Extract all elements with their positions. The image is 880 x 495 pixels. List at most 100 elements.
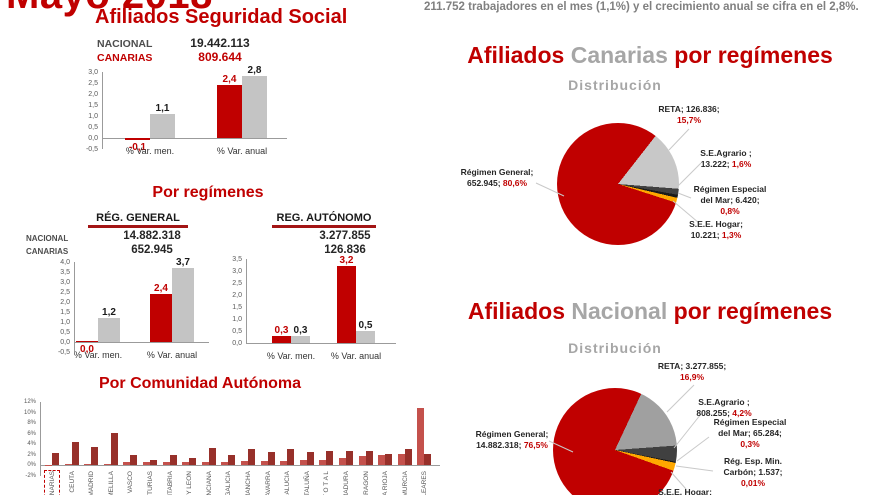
- reg-autonomo-header: REG. AUTÓNOMO: [272, 212, 376, 228]
- bar-value-label: 0,5: [358, 320, 373, 331]
- bar-canarias-1: [150, 294, 172, 342]
- bar-varmensual-1: [64, 464, 72, 466]
- y-tick-label: 0,5: [88, 124, 98, 131]
- y-tick-label: 6%: [27, 430, 36, 437]
- pie-label-pct: 1,3%: [721, 230, 742, 241]
- y-tick-label: 0,0: [88, 135, 98, 142]
- reg-autonomo-chart: 3,5 3,0 2,5 2,0 1,5 1,0 0,5 0,0 0,3 3,2 0,3 0,5 % Va…: [222, 255, 396, 438]
- legend-canarias-label: CANARIAS: [97, 52, 153, 64]
- bar-varmensual-2: [84, 463, 92, 466]
- y-tick-label: -2%: [25, 473, 36, 479]
- bar-varmensual-0: [45, 465, 52, 467]
- bar-varanual-11: [267, 452, 275, 466]
- ccaa-chart: 12% 10% 8% 6% 4% 2% 0% -2% CANARIAS CEUTA MADRID ME…: [20, 399, 440, 495]
- bar-value-label: 3,2: [339, 255, 354, 267]
- y-tick-label: 4%: [27, 441, 36, 448]
- category-label: % Var. anual: [216, 146, 268, 156]
- bar-canarias-1: [217, 85, 242, 138]
- pie-label-carbon-nacional: Rég. Esp. Min. Carbón; 1.537; 0,01%: [712, 456, 794, 489]
- reg-autonomo-canarias-value: 126.836: [324, 244, 366, 256]
- category-label: EXTREMADURA: [343, 471, 350, 495]
- pie-label-pct: 1,6%: [731, 159, 752, 170]
- legend-canarias-value: 809.644: [198, 50, 242, 64]
- bar-varmensual-3: [103, 463, 111, 466]
- total-variation-chart: 3,0 2,5 2,0 1,5 1,0 0,5 0,0 -0,5 -0,1 2,4 1,1 2,8 % …: [76, 65, 287, 244]
- bar-varmensual-13: [299, 460, 307, 466]
- y-tick-label: 3,0: [232, 268, 242, 275]
- y-tick-label: 10%: [23, 409, 36, 416]
- y-tick-label: 0%: [27, 462, 36, 469]
- title-part-regimenes: por regímenes: [667, 298, 833, 324]
- pie-label-pct: 0,3%: [740, 439, 760, 450]
- bar-varmensual-8: [201, 461, 209, 466]
- reg-general-legend-nacional: NACIONAL: [26, 234, 69, 243]
- pie-label-text: S.E.Agrario ;: [700, 148, 752, 158]
- pie-label-text: del Mar; 6.420;: [700, 195, 760, 206]
- y-tick-label: 3,0: [60, 279, 70, 286]
- pie-label-text: S.E.Agrario ;: [698, 397, 750, 407]
- pie-label-hogar-nacional: S.E.E. Hogar;: [640, 487, 730, 495]
- bar-varanual-5: [150, 459, 157, 466]
- y-tick-label: 0,5: [60, 329, 70, 336]
- y-tick-label: -0,5: [57, 349, 70, 356]
- bar-varmensual-19: [417, 408, 425, 466]
- legend-nacional-value: 19.442.113: [190, 36, 250, 50]
- bar-varanual-17: [385, 454, 393, 466]
- y-tick-label: 3,5: [232, 256, 242, 263]
- y-tick-label: 3,5: [60, 269, 70, 276]
- category-label: CANTABRIA: [166, 471, 174, 495]
- bar-varanual-1: [71, 441, 79, 466]
- bar-varmensual-4: [123, 462, 131, 466]
- bar-varmensual-6: [162, 461, 170, 466]
- category-label: VALENCIANA: [205, 471, 213, 495]
- bar-varanual-9: [228, 454, 236, 466]
- bar-varanual-14: [326, 450, 334, 466]
- title-part-afiliados: Afiliados: [467, 298, 572, 324]
- bar-nacional-0: [98, 318, 120, 342]
- month-title: Mayo 2018: [6, 0, 213, 18]
- x-axis-line: [246, 343, 396, 344]
- pie-label-pct: 0,8%: [720, 206, 740, 217]
- pie-label-mar-nacional: Régimen Especial del Mar; 65.284; 0,3%: [708, 417, 792, 450]
- pie-label-reta-canarias: RETA; 126.836; 15,7%: [645, 104, 733, 126]
- pie-label-text: 13.222;: [700, 159, 732, 170]
- bar-varanual-0: [52, 452, 59, 466]
- pie-label-reta-nacional: RETA; 3.277.855; 16,9%: [642, 361, 742, 383]
- bar-value-label: 1,2: [102, 307, 116, 318]
- y-tick-label: 12%: [23, 399, 36, 405]
- pie-label-text: Régimen General;: [475, 429, 549, 439]
- pie-label-general-nacional: Régimen General; 14.882.318; 76,5%: [466, 429, 558, 451]
- bar-varanual-10: [248, 448, 255, 466]
- pie-label-mar-canarias: Régimen Especial del Mar; 6.420; 0,8%: [690, 184, 770, 217]
- category-label: T O T A L: [323, 471, 331, 495]
- por-regimenes-title: Por regímenes: [152, 184, 264, 201]
- x-axis-line: [40, 465, 440, 467]
- page-title: Afiliados Seguridad Social: [95, 6, 348, 28]
- bar-varanual-8: [208, 447, 216, 466]
- bar-varmensual-15: [339, 458, 346, 466]
- pie-label-text: Régimen General;: [460, 167, 534, 177]
- bar-varanual-6: [169, 455, 177, 466]
- pie-label-text: Régimen Especial: [713, 417, 787, 427]
- category-label: CEUTA: [68, 471, 76, 493]
- bar-nacional-1: [356, 331, 375, 343]
- bar-varanual-3: [110, 432, 118, 466]
- bar-nacional-1: [242, 76, 267, 138]
- title-part-regimenes: por regímenes: [667, 42, 833, 68]
- bar-varmensual-9: [221, 461, 229, 466]
- distribucion-label-nacional: Distribución: [568, 340, 662, 356]
- pie-label-text: del Mar; 65.284;: [718, 428, 782, 439]
- y-tick-label: 0,0: [232, 340, 242, 347]
- category-label: GALICIA: [225, 471, 233, 495]
- bar-canarias-0: [272, 335, 291, 343]
- y-tick-label: 2,5: [232, 280, 242, 287]
- bar-value-label: 0,3: [274, 324, 289, 336]
- category-label: C. Y LEON: [186, 471, 194, 495]
- y-axis-line: [74, 262, 75, 352]
- y-axis-line: [40, 402, 41, 476]
- y-tick-label: 1,5: [88, 102, 98, 109]
- pie-label-pct: 4,2%: [732, 408, 752, 419]
- nacional-pie: [553, 388, 677, 495]
- pie-label-general-canarias: Régimen General; 652.945; 80,6%: [455, 167, 539, 189]
- bar-varmensual-7: [182, 461, 190, 466]
